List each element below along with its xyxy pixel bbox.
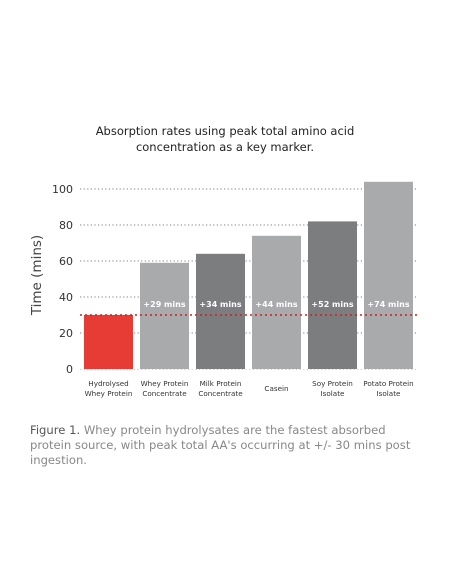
bars: +29 mins +34 mins +44 mins +52 mins +74 mins [84, 181, 413, 369]
bar [196, 253, 245, 369]
y-tick-label: 100 [52, 183, 73, 196]
bar [308, 221, 357, 369]
bar [364, 181, 413, 369]
y-tick-label: 0 [66, 363, 73, 376]
y-axis-label: Time (mins) [29, 235, 45, 316]
grid-lines [80, 188, 418, 370]
category-label: Soy Protein [312, 379, 353, 388]
category-label: Potato Protein [363, 379, 413, 388]
y-tick-label: 40 [59, 291, 73, 304]
bar [140, 262, 189, 369]
category-label: Isolate [377, 389, 401, 398]
category-label: Casein [264, 384, 288, 393]
y-tick-label: 20 [59, 327, 73, 340]
category-label: Whey Protein [141, 379, 189, 388]
category-label: Milk Protein [200, 379, 242, 388]
bar-value-label: +44 mins [255, 300, 297, 309]
y-tick-label: 80 [59, 219, 73, 232]
y-tick-labels: 0 20 40 60 80 100 [52, 183, 73, 376]
category-label: Concentrate [142, 389, 187, 398]
bar-value-label: +52 mins [311, 300, 353, 309]
chart-title-line-2: concentration as a key marker. [136, 140, 314, 154]
bar [84, 315, 133, 369]
bar-value-label: +34 mins [199, 300, 241, 309]
caption-text: Whey protein hydrolysates are the fastes… [30, 423, 411, 467]
y-tick-label: 60 [59, 255, 73, 268]
category-label: Hydrolysed [88, 379, 128, 388]
bar [252, 235, 301, 369]
caption-lead: Figure 1. [30, 423, 81, 437]
category-label: Concentrate [198, 389, 243, 398]
bar-value-label: +29 mins [143, 300, 185, 309]
category-label: Isolate [321, 389, 345, 398]
category-label: Whey Protein [85, 389, 133, 398]
chart-title-line-1: Absorption rates using peak total amino … [96, 124, 355, 138]
bar-value-label: +74 mins [367, 300, 409, 309]
figure-caption: Figure 1. Whey protein hydrolysates are … [30, 423, 430, 468]
